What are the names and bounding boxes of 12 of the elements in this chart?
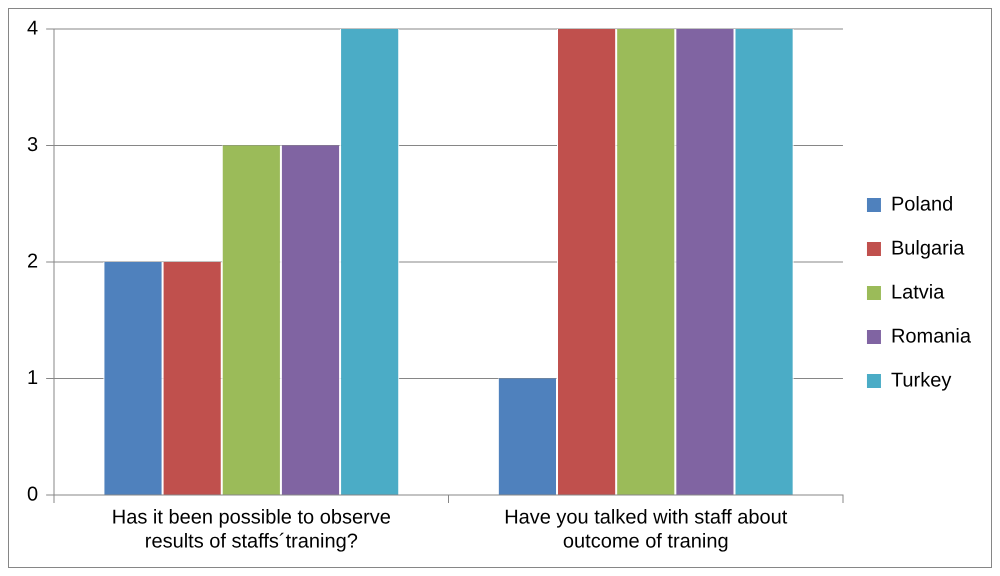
legend-label: Romania <box>890 326 972 348</box>
legend-label: Latvia <box>890 282 946 304</box>
y-tick-label: 1 <box>27 367 38 390</box>
x-tick-label: Have you talked with staff about outcome of traning <box>504 506 788 553</box>
legend-label: Bulgaria <box>890 238 966 260</box>
y-tick-label: 3 <box>27 134 38 156</box>
legend-label: Poland <box>890 194 954 216</box>
legend-label: Turkey <box>890 370 952 392</box>
x-tick-label: Has it been possible to observe results of staffs´traning? <box>112 506 391 553</box>
y-tick-label: 4 <box>27 18 38 40</box>
y-tick-label: 2 <box>27 250 38 273</box>
y-tick-label: 0 <box>27 484 38 506</box>
